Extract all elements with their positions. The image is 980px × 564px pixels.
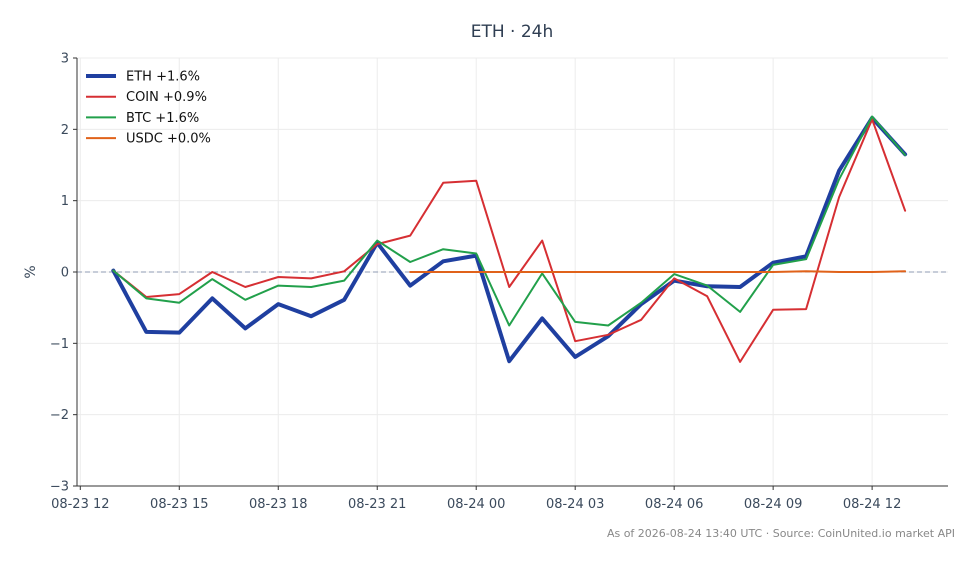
legend-label: ETH +1.6% — [126, 70, 200, 85]
legend-label: COIN +0.9% — [126, 90, 207, 105]
x-tick-label: 08-23 15 — [150, 497, 208, 512]
y-tick-label: −1 — [50, 337, 69, 352]
series-line-3 — [409, 270, 907, 273]
y-tick-label: 1 — [61, 194, 69, 209]
y-tick-label: −2 — [50, 408, 69, 423]
legend-label: USDC +0.0% — [126, 132, 211, 147]
x-tick-label: 08-23 18 — [249, 497, 307, 512]
series-line-0 — [111, 115, 908, 364]
legend: ETH +1.6% COIN +0.9% BTC +1.6% USDC +0.0% — [86, 70, 211, 147]
x-tick-label: 08-24 03 — [546, 497, 604, 512]
y-tick-label: 0 — [61, 266, 69, 281]
axes: −3 −2 −1 0 1 2 3 08-23 12 08-23 15 08-23 18 08-23 … — [50, 52, 948, 512]
footer-source: As of 2026-08-24 13:40 UTC · Source: Coi… — [607, 527, 955, 540]
x-tick-label: 08-23 12 — [51, 497, 109, 512]
x-tick-label: 08-24 06 — [645, 497, 703, 512]
series-line-2 — [112, 115, 907, 327]
chart-title: ETH · 24h — [471, 22, 554, 42]
series-line-1 — [112, 118, 907, 363]
x-tick-label: 08-24 00 — [447, 497, 505, 512]
y-tick-label: 3 — [61, 52, 69, 67]
x-tick-label: 08-24 12 — [843, 497, 901, 512]
series-lines — [111, 115, 908, 364]
y-axis-label: % — [23, 265, 39, 278]
legend-label: BTC +1.6% — [126, 111, 199, 126]
x-tick-label: 08-23 21 — [348, 497, 406, 512]
y-tick-label: 2 — [61, 123, 69, 138]
x-tick-label: 08-24 09 — [744, 497, 802, 512]
y-tick-label: −3 — [50, 480, 69, 495]
